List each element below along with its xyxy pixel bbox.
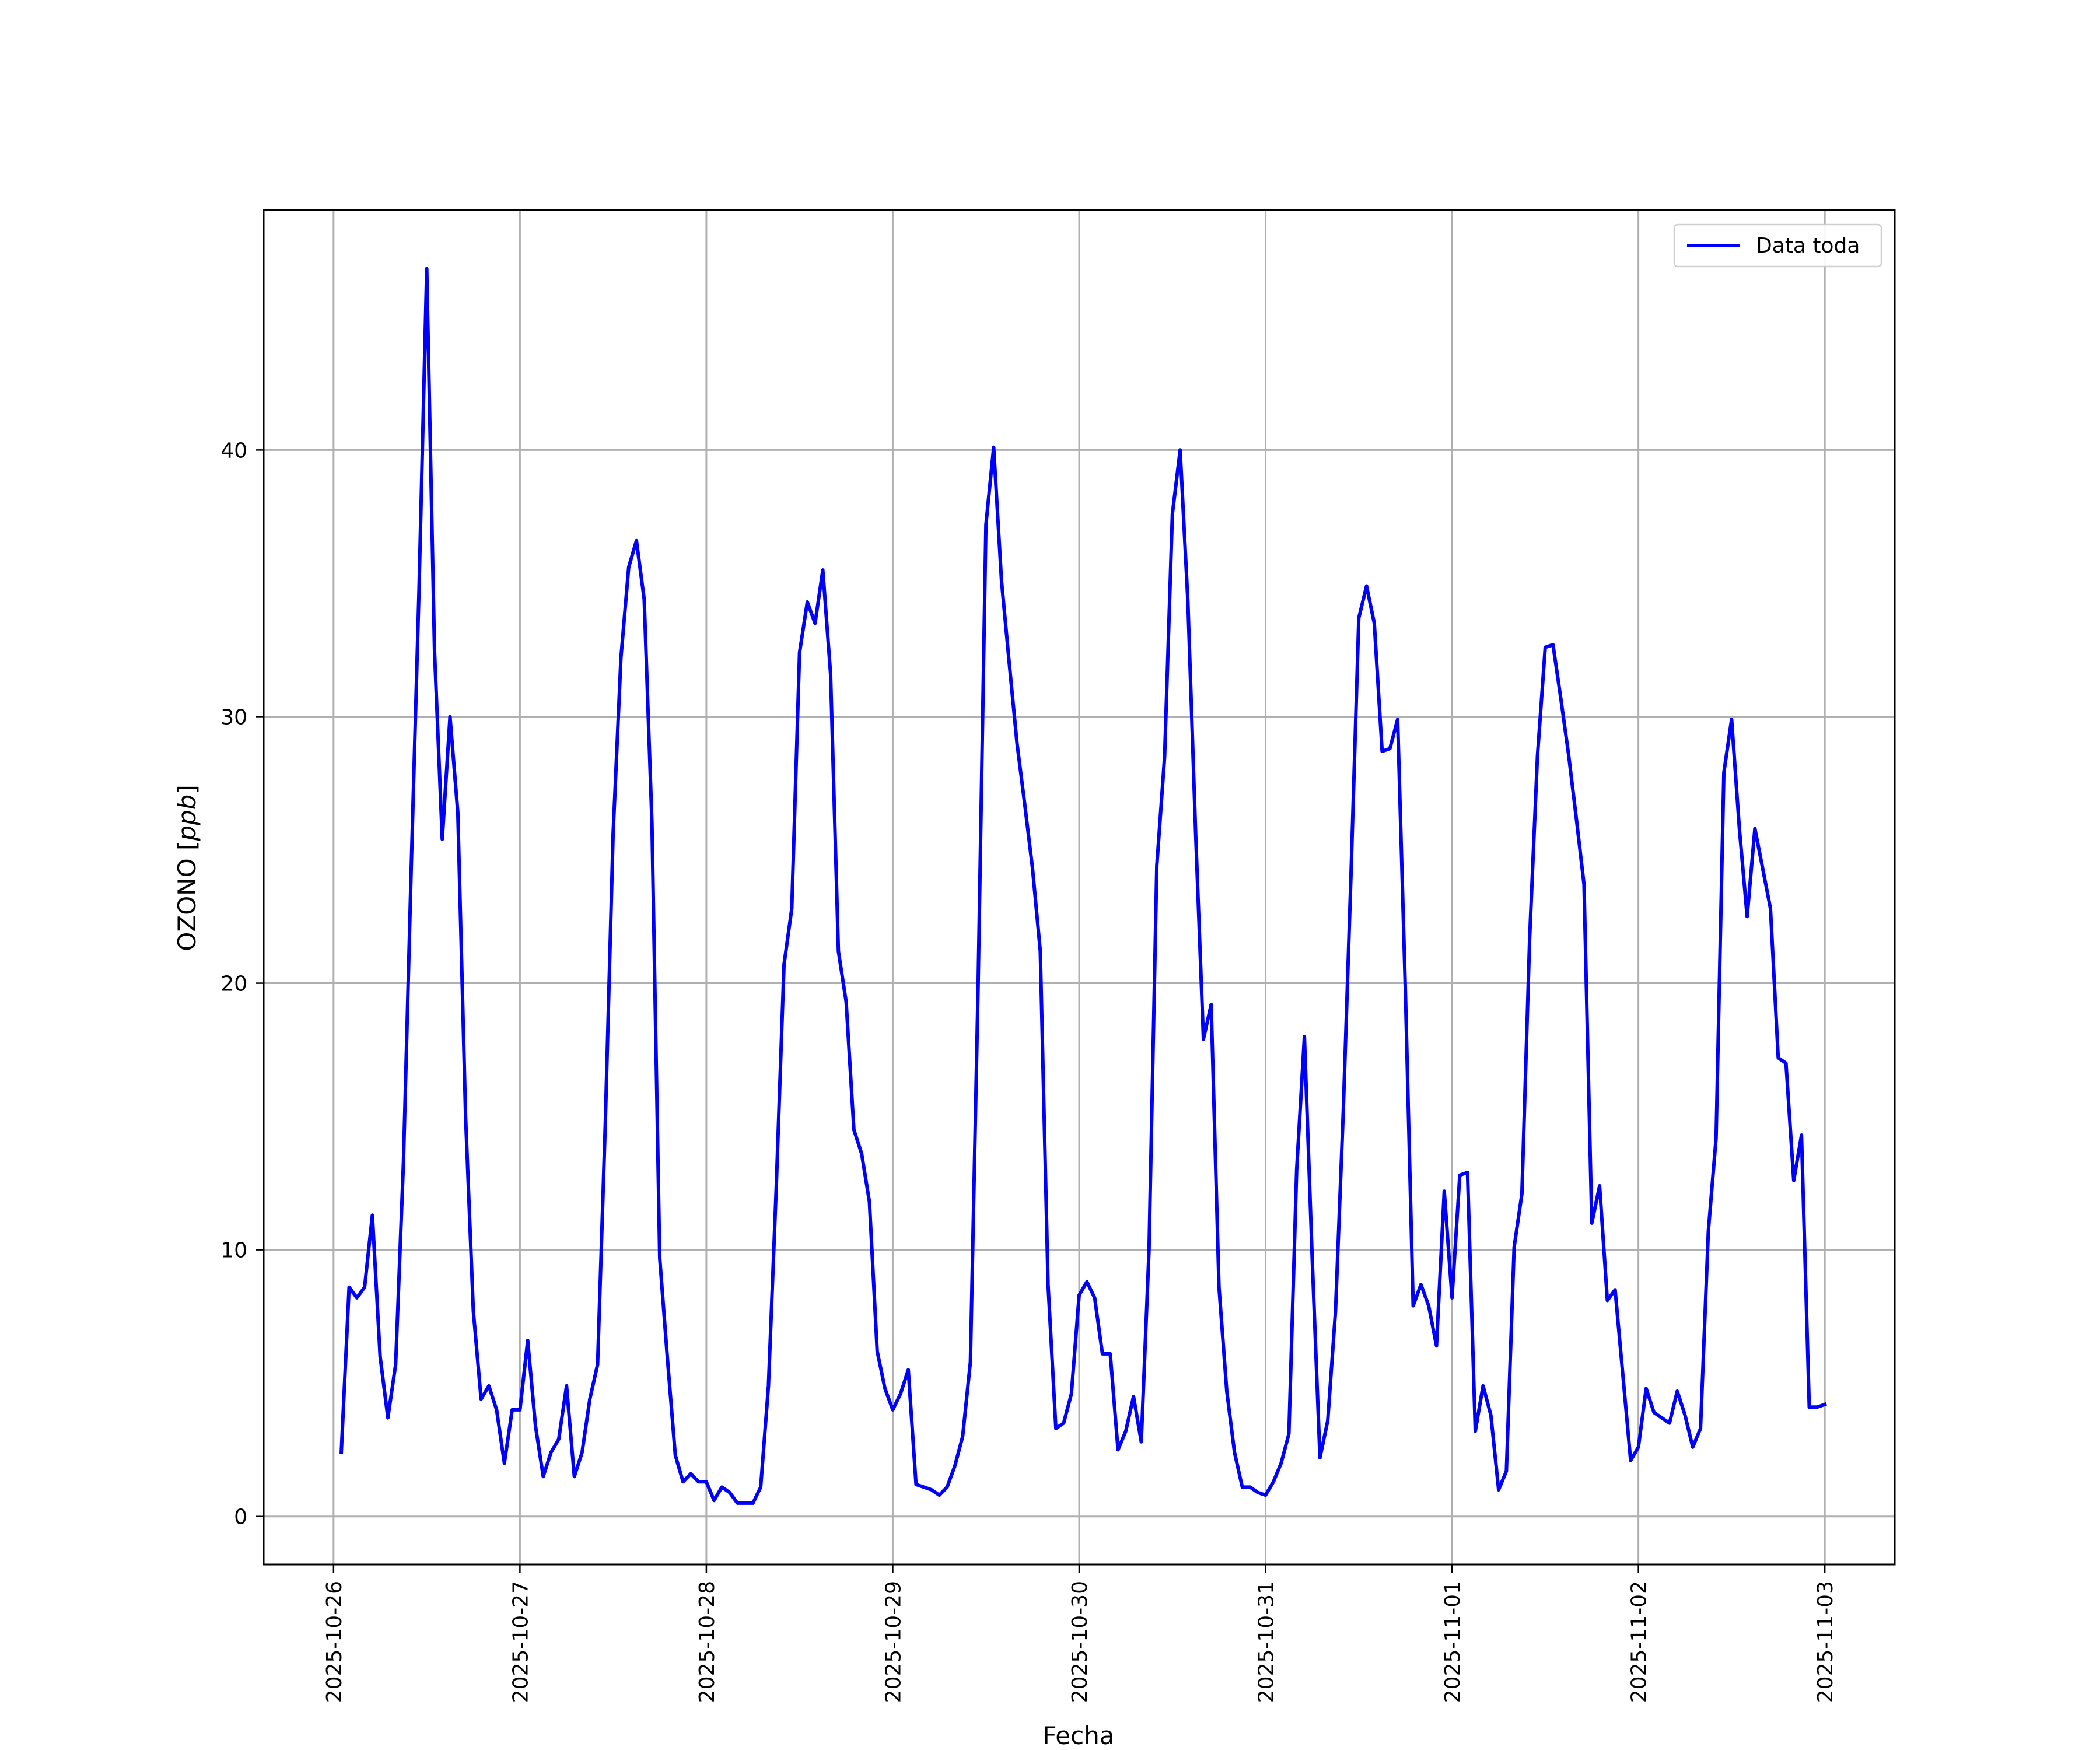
- y-axis-ticks: 0 10 20 30 40: [220, 439, 264, 1530]
- x-tick-label: 2025-10-31: [1255, 1581, 1279, 1703]
- y-axis-label: OZONO [ppb]: [173, 785, 201, 951]
- x-tick-label: 2025-11-01: [1441, 1581, 1465, 1703]
- series-layer: [339, 267, 1828, 1505]
- x-tick-label: 2025-11-02: [1628, 1581, 1651, 1703]
- legend-label: Data toda: [1756, 234, 1860, 258]
- y-tick-label: 0: [234, 1506, 247, 1530]
- x-tick-label: 2025-11-03: [1814, 1581, 1838, 1703]
- x-tick-label: 2025-10-26: [323, 1581, 346, 1703]
- y-axis-label-unit: ppb: [173, 794, 201, 842]
- x-axis-ticks: 2025-10-26 2025-10-27 2025-10-28 2025-10-29…: [323, 1564, 1838, 1703]
- y-axis-label-main: OZONO [: [173, 841, 201, 951]
- legend-box: [1673, 223, 1882, 268]
- x-tick-label: 2025-10-29: [881, 1581, 905, 1703]
- y-tick-label: 20: [220, 972, 247, 996]
- y-tick-label: 30: [220, 705, 247, 729]
- y-axis-label-end: ]: [173, 785, 201, 794]
- legend: Data toda: [1673, 223, 1882, 268]
- x-axis-label: Fecha: [1042, 1721, 1114, 1750]
- x-gridlines: [332, 210, 1826, 1564]
- y-gridlines: [264, 449, 1895, 1518]
- x-tick-label: 2025-10-27: [509, 1581, 533, 1703]
- y-tick-label: 10: [220, 1239, 247, 1263]
- y-tick-label: 40: [220, 439, 247, 463]
- x-tick-label: 2025-10-28: [695, 1581, 719, 1703]
- series-line-0: [339, 267, 1828, 1505]
- x-tick-label: 2025-10-30: [1068, 1581, 1092, 1703]
